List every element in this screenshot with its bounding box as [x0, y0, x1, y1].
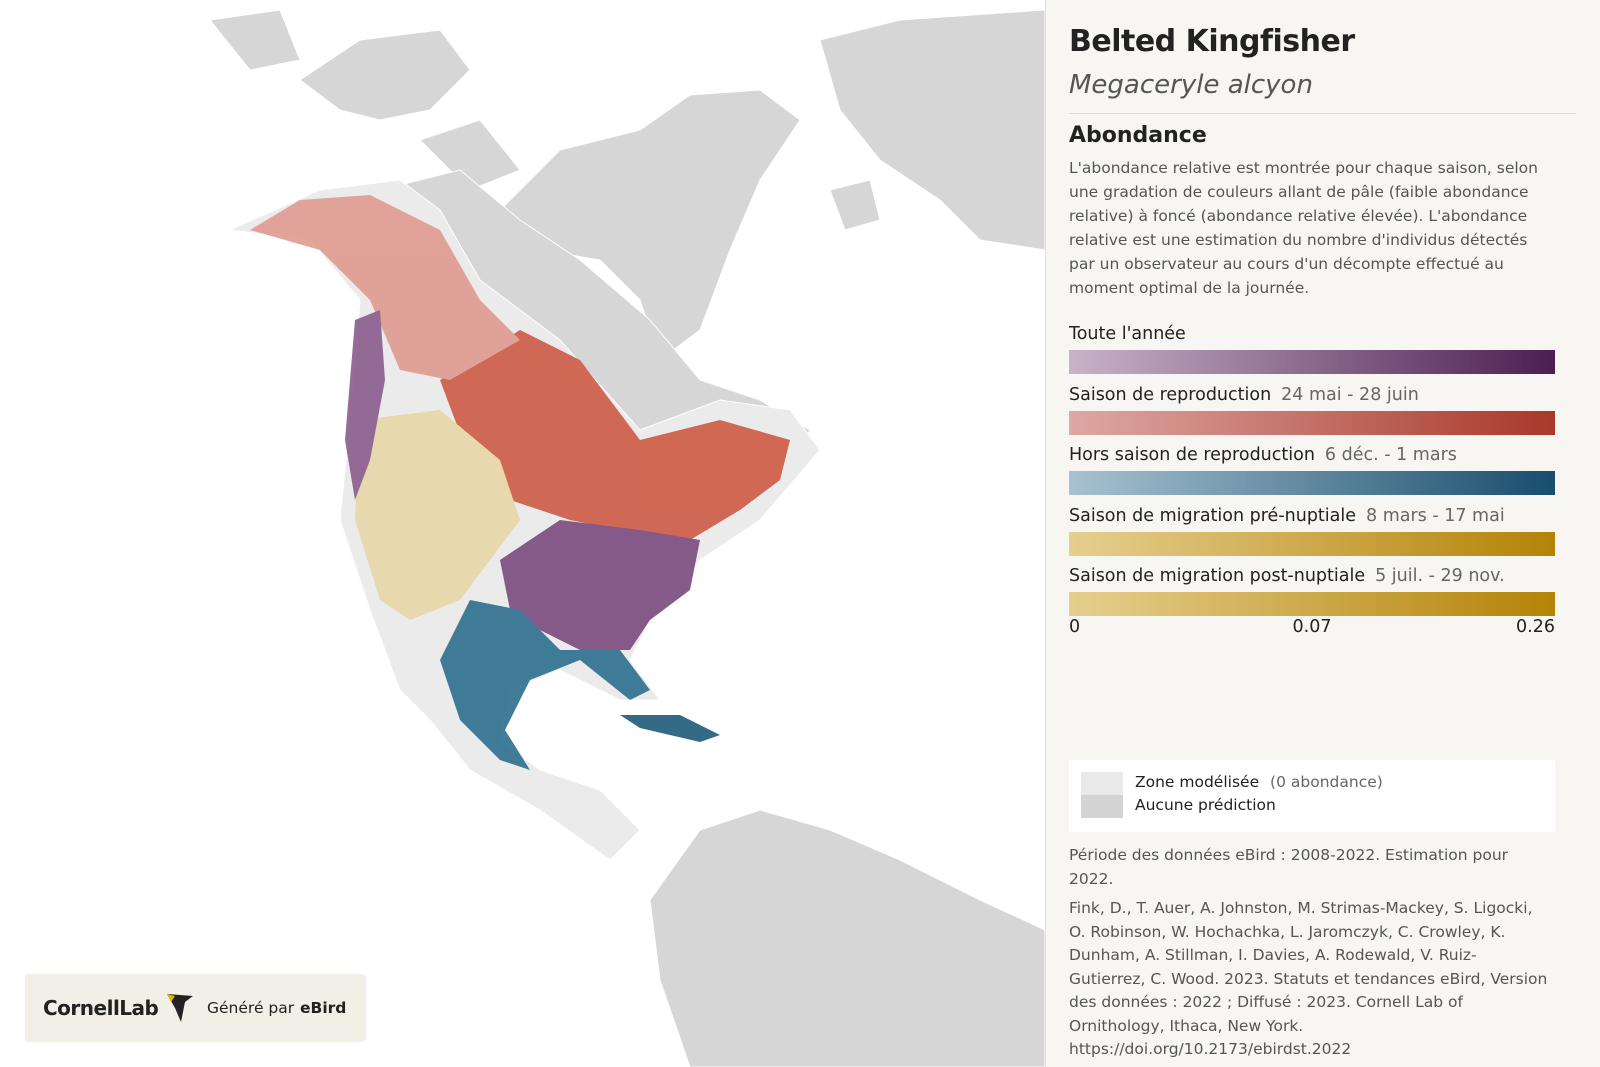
- logo-bird: [167, 994, 193, 1022]
- legend-modeled-label: Zone modélisée: [1135, 773, 1260, 791]
- legend-no-prediction: Aucune prédiction: [1135, 796, 1276, 814]
- season-label: Saison de migration pré-nuptiale 8 mars -…: [1069, 502, 1555, 530]
- season-row: Saison de migration pré-nuptiale 8 mars -…: [1069, 502, 1555, 563]
- europe: [819, 9, 1045, 251]
- logo-powered: Généré par: [207, 999, 295, 1017]
- nonbreeding-cuba: [620, 715, 720, 742]
- data-period: Période des données eBird : 2008-2022. E…: [1069, 846, 1509, 888]
- logo-product: eBird: [300, 999, 347, 1017]
- species-title: Belted Kingfisher: [1069, 24, 1355, 59]
- season-name: Saison de migration pré-nuptiale: [1069, 505, 1356, 526]
- season-row: Hors saison de reproduction 6 déc. - 1 ma…: [1069, 441, 1555, 502]
- species-latin: Megaceryle alcyon: [1069, 70, 1313, 100]
- arctic-islands: [209, 9, 521, 191]
- abundance-heading: Abondance: [1069, 123, 1207, 148]
- swatch-modeled: [1081, 772, 1123, 795]
- season-dates: 8 mars - 17 mai: [1366, 505, 1505, 526]
- scale-label: 0: [1069, 616, 1081, 637]
- map: [209, 9, 1045, 1067]
- season-gradient: [1069, 531, 1555, 556]
- season-row: Saison de reproduction 24 mai - 28 juin: [1069, 381, 1555, 442]
- breeding-north: [250, 195, 520, 380]
- nonbreeding-south: [440, 600, 650, 770]
- season-gradient: [1069, 592, 1555, 616]
- season-name: Saison de reproduction: [1069, 384, 1272, 405]
- season-gradient: [1069, 410, 1555, 435]
- season-name: Toute l'année: [1069, 324, 1186, 344]
- season-name: Hors saison de reproduction: [1069, 445, 1315, 465]
- season-dates: 24 mai - 28 juin: [1281, 384, 1419, 405]
- legend-modeled-note: (0 abondance): [1270, 773, 1383, 791]
- land-gray: [209, 9, 1045, 1067]
- legend-box: Zone modélisée (0 abondance) Aucune préd…: [1069, 760, 1555, 832]
- season-dates: 5 juil. - 29 nov.: [1375, 566, 1505, 586]
- season-dates: 6 déc. - 1 mars: [1324, 445, 1457, 465]
- breeding-area: [440, 330, 790, 540]
- logo-box: CornellLab Généré par eBird: [25, 974, 366, 1042]
- swatch-no-prediction: [1081, 795, 1123, 818]
- scale-label: 0.07: [1292, 616, 1332, 637]
- scale-label: 0.26: [1516, 616, 1555, 637]
- pre-post-west: [355, 410, 520, 620]
- abundance-layer: [250, 195, 790, 770]
- abundance-description: L'abondance relative est montrée pour ch…: [1069, 159, 1538, 297]
- sidebar: Belted Kingfisher Megaceryle alcyon Abon…: [1045, 0, 1600, 1067]
- season-label: Hors saison de reproduction 6 déc. - 1 ma…: [1069, 441, 1555, 469]
- season-label: Saison de migration post-nuptiale 5 juil.…: [1069, 562, 1555, 590]
- season-gradient: [1069, 350, 1555, 374]
- greenland: [499, 89, 801, 361]
- citation: Fink, D., T. Auer, A. Johnston, M. Strim…: [1069, 899, 1548, 1058]
- divider: [1069, 113, 1576, 114]
- season-name: Saison de migration post-nuptiale: [1069, 566, 1366, 586]
- season-row: Saison de migration post-nuptiale 5 juil.…: [1069, 562, 1555, 623]
- south-america: [649, 809, 1045, 1067]
- logo-brand: CornellLab: [43, 996, 159, 1020]
- season-label: Saison de reproduction 24 mai - 28 juin: [1069, 381, 1555, 409]
- legend-modeled: Zone modélisée (0 abondance): [1135, 773, 1383, 791]
- season-label: Toute l'année: [1069, 320, 1555, 348]
- scale-labels: 0 0.07 0.26: [1069, 617, 1555, 641]
- year-round-west: [345, 310, 385, 500]
- year-round-east: [500, 520, 700, 650]
- season-legend: Toute l'année Saison de reproduction 24 ma…: [1069, 320, 1555, 641]
- season-gradient: [1069, 471, 1555, 495]
- season-row: Toute l'année: [1069, 320, 1555, 381]
